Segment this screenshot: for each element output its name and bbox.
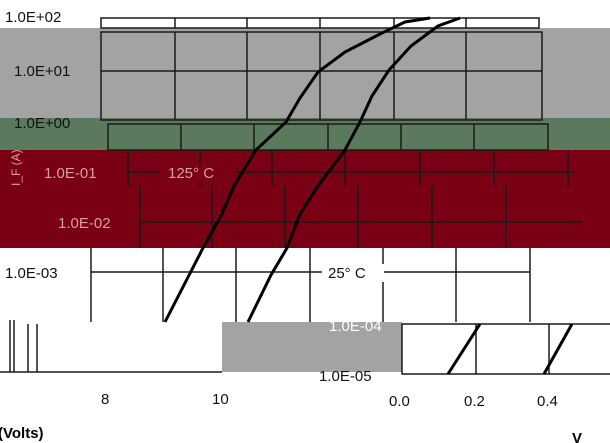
inset-gray-box	[222, 322, 402, 372]
series-curves	[163, 16, 574, 375]
x-tick-label: 8	[101, 391, 109, 408]
y-tick-label: 1.0E+00	[14, 115, 70, 132]
x-tick-label: 0.4	[537, 393, 558, 410]
y-tick-label: 1.0E-03	[5, 265, 58, 282]
y-tick-labels: 1.0E+02 1.0E+01 1.0E+00 1.0E-01 1.0E-02 …	[5, 9, 382, 385]
y-tick-label: 1.0E-01	[44, 165, 97, 182]
temp-label-25: 25° C	[328, 265, 366, 282]
y-axis-title: I_F (A)	[9, 149, 23, 186]
y-tick-label: 1.0E+01	[14, 63, 70, 80]
temp-label-125: 125° C	[168, 165, 214, 182]
y-tick-label: 1.0E-04	[329, 318, 382, 335]
temp-annotation-125: 125° C	[160, 164, 236, 182]
x-axis-title: (Volts)	[0, 425, 44, 442]
y-tick-label: 1.0E+02	[5, 9, 61, 26]
series-line-inset-2	[542, 323, 574, 375]
plot-frame-gray	[100, 31, 543, 121]
band-gray	[0, 28, 610, 118]
band-red	[0, 150, 610, 248]
x-tick-label: 0.0	[389, 393, 410, 410]
x-axis-title-right: V	[572, 430, 582, 443]
y-tick-label: 1.0E-02	[58, 215, 111, 232]
y-tick-label: 1.0E-05	[319, 368, 372, 385]
band-green	[0, 118, 610, 150]
x-tick-label: 0.2	[464, 393, 485, 410]
x-tick-labels: 8 10 0.0 0.2 0.4	[101, 391, 558, 410]
x-tick-label: 10	[212, 391, 229, 408]
plot-frame-inset	[401, 323, 610, 375]
temp-annotation-25: 25° C	[322, 264, 384, 282]
series-line-inset-1	[446, 323, 482, 375]
series-line-25C	[246, 16, 461, 323]
series-line-125C	[163, 16, 431, 323]
